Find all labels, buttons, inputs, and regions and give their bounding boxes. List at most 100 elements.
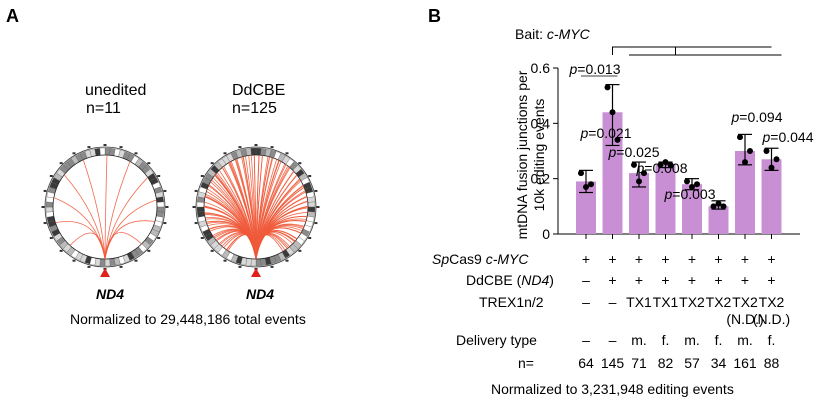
chromosome-tick	[298, 249, 302, 252]
row-label-ddcbe: DdCBE (ND4)	[466, 272, 554, 288]
chromosome-tick	[238, 265, 242, 268]
data-point	[773, 156, 780, 163]
data-point	[768, 164, 775, 171]
cell-ddcbe: +	[740, 272, 750, 288]
chromosome-tick	[200, 175, 204, 177]
chromosome-tick	[238, 146, 242, 149]
bar	[682, 184, 702, 234]
data-point	[583, 183, 589, 190]
row-label-spcas9: SpCas9 c-MYC	[432, 251, 528, 267]
chromosome-tick	[119, 146, 123, 149]
cell-n: 145	[600, 355, 625, 371]
cell-trex: –	[608, 294, 617, 310]
chromosome-ring-outline	[44, 146, 166, 268]
chromosome-tick	[223, 152, 227, 155]
row-label-delivery: Delivery type	[456, 332, 537, 348]
data-point	[578, 170, 584, 177]
fusion-arc	[104, 220, 155, 260]
data-point	[588, 181, 594, 188]
y-tick-label: 0	[542, 226, 550, 242]
data-point	[636, 178, 642, 185]
y-tick-label: 0.4	[531, 115, 551, 131]
bar	[735, 151, 755, 234]
chromosome-tick	[163, 222, 167, 225]
y-axis-label: mtDNA fusion junctions per10k editing ev…	[514, 70, 547, 239]
fusion-arc	[63, 174, 106, 260]
chromosome-tick	[316, 206, 320, 208]
chromosome-tick	[223, 259, 227, 262]
chromosome-tick	[254, 144, 258, 146]
chromosome-tick	[285, 259, 289, 262]
chromosome-tick	[43, 189, 47, 192]
cell-trex: TX2	[705, 294, 732, 310]
chromosome-tick	[147, 249, 151, 252]
unedited-count: n=11	[86, 100, 121, 117]
fusion-arc	[104, 232, 142, 260]
spcas9-italic: Sp	[432, 251, 450, 267]
nd4-label-right: ND4	[246, 286, 275, 302]
chromosome-tick	[72, 259, 76, 262]
cell-trex: TX2	[679, 294, 705, 310]
cell-n: 161	[733, 355, 757, 371]
bar	[576, 181, 596, 234]
p-value-label: p=0.003	[663, 186, 715, 202]
spcas9-rest: Cas9	[449, 251, 486, 267]
p-value-number: =0.008	[644, 160, 687, 176]
cell-spcas9: +	[714, 251, 723, 267]
y-tick-label: 0.6	[531, 60, 551, 76]
p-value-italic: p	[730, 109, 739, 125]
data-point	[614, 136, 621, 143]
cell-spcas9: +	[581, 251, 591, 267]
p-value-number: =0.013	[577, 61, 620, 77]
data-point	[667, 161, 674, 168]
cell-trex: TX2 (N.D.)	[752, 294, 791, 327]
p-value-label: p=0.021	[579, 125, 631, 141]
chromosome-tick	[298, 162, 302, 165]
cell-trex: TX1	[652, 294, 679, 310]
data-point	[715, 200, 722, 207]
chromosome-tick	[308, 237, 312, 239]
cell-delivery: f.	[767, 332, 776, 348]
nd4-label-left: ND4	[96, 286, 125, 302]
cell-n: 34	[710, 355, 727, 371]
chromosome-tick	[41, 206, 45, 208]
cell-delivery: m.	[737, 332, 753, 348]
data-point	[684, 178, 690, 185]
p-value-italic: p	[568, 61, 577, 77]
chromosome-tick	[200, 237, 204, 239]
cell-delivery: f.	[661, 332, 670, 348]
data-point	[742, 159, 748, 166]
ddcbe-count: n=125	[232, 100, 277, 117]
bar	[655, 164, 676, 234]
data-point	[641, 170, 647, 177]
row-label-trex: TREX1n/2	[479, 294, 544, 310]
cell-n: 88	[763, 355, 780, 371]
cell-ddcbe: +	[634, 272, 644, 288]
chromosome-tick	[49, 175, 53, 177]
data-point	[747, 148, 753, 154]
chromosome-tick	[314, 222, 318, 225]
chromosome-tick	[59, 249, 63, 252]
cell-n: 82	[657, 355, 674, 371]
cell-ddcbe: +	[767, 272, 776, 288]
chromosome-tick	[194, 189, 198, 192]
p-value-label: p=0.025	[607, 144, 659, 160]
y-axis-label-line1: mtDNA fusion junctions per	[514, 70, 530, 239]
data-point	[737, 134, 743, 141]
p-value-label: p=0.008	[635, 160, 687, 176]
cell-spcas9: +	[634, 251, 644, 267]
bait-gene: c-MYC	[546, 26, 590, 42]
chromosome-tick	[87, 265, 91, 268]
p-value-number: =0.044	[770, 129, 813, 145]
cell-n: 71	[631, 355, 647, 371]
p-value-italic: p	[635, 160, 644, 176]
p-value-number: =0.025	[616, 144, 659, 160]
chromosome-tick	[49, 237, 53, 239]
panel-a-normalization-note: Normalized to 29,448,186 total events	[70, 311, 306, 327]
chromosome-tick	[59, 162, 63, 165]
cell-ddcbe: +	[714, 272, 723, 288]
p-value-label: p=0.044	[761, 129, 813, 145]
chromosome-tick	[43, 222, 47, 225]
